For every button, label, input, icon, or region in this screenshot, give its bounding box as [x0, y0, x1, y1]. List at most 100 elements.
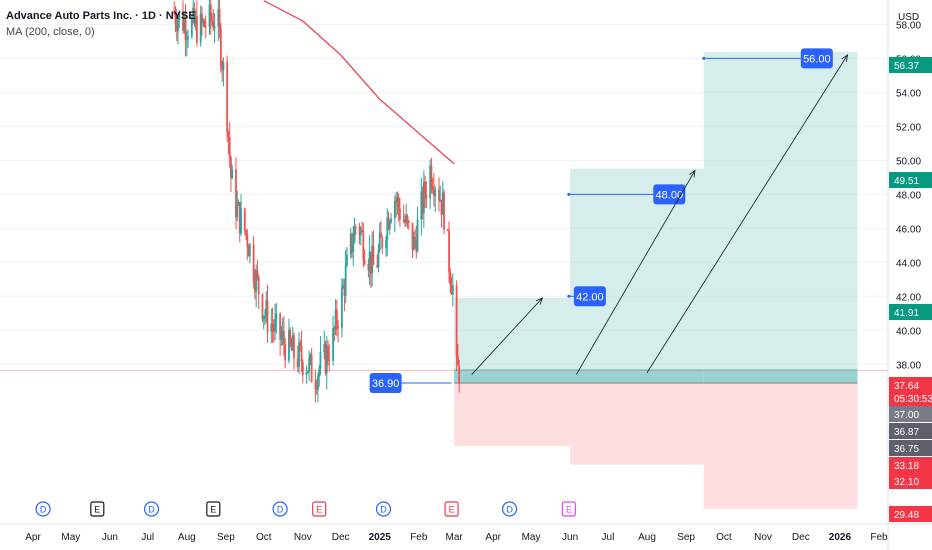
price-badge[interactable]: [889, 457, 932, 473]
time-tick-label: May: [522, 532, 541, 543]
candle-body: [440, 199, 443, 215]
trade-drawings[interactable]: 36.90 42.00 48.00 56.00: [0, 48, 888, 393]
candle-body: [406, 215, 409, 221]
price-badge[interactable]: [889, 172, 932, 188]
open-profit-band: [570, 368, 704, 383]
dividend-marker[interactable]: [501, 501, 518, 517]
dividend-marker[interactable]: [35, 501, 51, 517]
time-tick-label: Dec: [792, 532, 810, 543]
price-badge-text[interactable]: 37.00: [894, 410, 919, 421]
dividend-marker[interactable]: [272, 501, 288, 517]
dividend-marker[interactable]: [143, 501, 160, 517]
candle-body: [280, 336, 283, 340]
candle-body: [315, 388, 318, 390]
candle-body: [296, 358, 299, 368]
candle-body: [385, 240, 387, 249]
candle-body: [211, 20, 213, 22]
candle-body: [395, 200, 398, 203]
candle-body: [378, 232, 381, 250]
candle-body: [451, 285, 454, 295]
candle-body: [309, 354, 312, 359]
time-tick-label: Oct: [716, 532, 732, 543]
price-axis[interactable]: 58.0056.0054.0052.0050.0048.0046.0044.00…: [889, 12, 932, 522]
price-badge[interactable]: [889, 473, 932, 489]
target-label-box[interactable]: [800, 48, 833, 69]
time-tick-label: Apr: [25, 532, 41, 543]
candle-body: [390, 218, 392, 223]
earnings-marker[interactable]: [206, 501, 221, 517]
dividend-marker[interactable]: [375, 501, 392, 517]
price-badge-text[interactable]: 33.18: [894, 461, 919, 472]
price-badge-text[interactable]: 37.64: [894, 381, 919, 392]
price-badge-text[interactable]: 36.75: [894, 444, 919, 455]
candle-body: [318, 368, 321, 377]
candle-body: [335, 309, 338, 327]
candle-body: [265, 300, 268, 316]
earnings-marker[interactable]: [561, 501, 576, 517]
currency-label[interactable]: USD: [898, 12, 919, 23]
open-profit-band: [703, 368, 858, 383]
earnings-marker[interactable]: [90, 501, 105, 517]
price-tick-label: 54.00: [896, 88, 921, 99]
candle-body: [342, 285, 345, 288]
price-badge[interactable]: [889, 423, 932, 439]
price-badge[interactable]: [889, 440, 932, 456]
time-tick-label: Jul: [602, 532, 615, 543]
time-tick-label: Aug: [178, 532, 196, 543]
price-badge-text[interactable]: 56.37: [894, 61, 919, 72]
earnings-marker[interactable]: [312, 501, 327, 517]
time-axis[interactable]: Apr May Jun Jul Aug Sep Oct Nov Dec 2025 Feb Mar Apr…: [25, 532, 888, 543]
target-label-text[interactable]: 48.00: [656, 189, 684, 201]
candle-body: [344, 265, 347, 296]
symbol-title[interactable]: Advance Auto Parts Inc. · 1D · NYSE: [6, 10, 196, 22]
price-badge-text[interactable]: 41.91: [894, 308, 919, 319]
price-badge-text[interactable]: 05:30:53: [894, 394, 932, 405]
candle-body: [230, 157, 232, 179]
price-badge-text[interactable]: 49.51: [894, 176, 919, 187]
position-zones: [454, 52, 858, 510]
candle-body: [305, 372, 308, 376]
candle-body: [243, 208, 246, 231]
target-anchor: [567, 294, 571, 298]
candle-body: [209, 4, 212, 21]
event-marker-text: E: [210, 505, 216, 515]
time-tick-label: Jun: [562, 532, 578, 543]
price-badge-text[interactable]: 36.87: [894, 427, 919, 438]
price-badge[interactable]: [889, 406, 932, 422]
price-badge-text[interactable]: 29.48: [894, 510, 919, 521]
price-badge[interactable]: [889, 506, 932, 522]
price-badge[interactable]: [889, 377, 932, 393]
earnings-marker[interactable]: [444, 501, 459, 517]
candle-body: [208, 4, 211, 28]
price-tick-label: 42.00: [896, 292, 921, 303]
candle-body: [279, 313, 282, 340]
target-label-box[interactable]: [573, 286, 606, 307]
target-label-text[interactable]: 36.90: [372, 378, 400, 390]
target-label-box[interactable]: [369, 372, 402, 393]
candle-body: [192, 7, 195, 20]
target-label-box[interactable]: [653, 184, 686, 205]
candle-body: [456, 355, 459, 366]
target-label-text[interactable]: 42.00: [576, 291, 604, 303]
candle-body: [369, 251, 372, 274]
price-badge-text[interactable]: 32.10: [894, 477, 919, 488]
price-badge[interactable]: [889, 57, 932, 73]
candle-body: [293, 335, 295, 359]
candle-body: [455, 285, 458, 356]
trend-arrow-head: [841, 54, 849, 62]
event-marker-text: D: [380, 505, 387, 515]
candle-body: [446, 229, 449, 231]
price-badge[interactable]: [889, 390, 932, 406]
candle-body: [430, 165, 433, 187]
target-label-text[interactable]: 56.00: [803, 53, 831, 65]
candle-body: [402, 219, 405, 222]
candle-body: [222, 61, 225, 71]
loss-zone: [454, 382, 571, 447]
candle-body: [283, 331, 285, 345]
candle-body: [443, 192, 445, 230]
price-badge[interactable]: [889, 304, 932, 320]
ma-indicator-label[interactable]: MA (200, close, 0): [6, 26, 95, 38]
price-tick-label: 46.00: [896, 224, 921, 235]
